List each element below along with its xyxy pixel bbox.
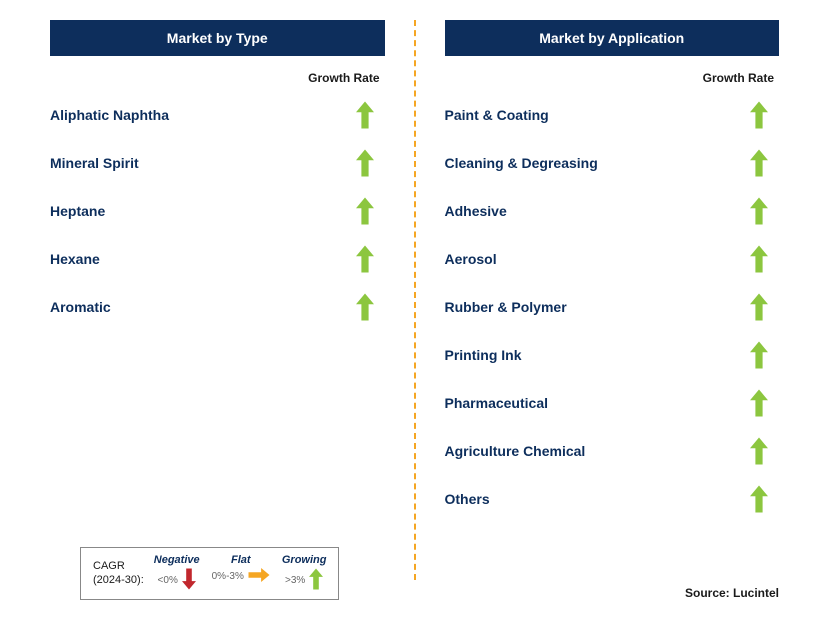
growth-rate-label-left: Growth Rate — [50, 71, 385, 85]
arrow-up-icon — [345, 245, 385, 273]
arrow-up-icon — [739, 197, 779, 225]
legend-item: Growing >3% — [282, 554, 327, 593]
arrow-up-icon — [739, 149, 779, 177]
header-application: Market by Application — [445, 20, 780, 56]
arrow-up-icon — [345, 293, 385, 321]
header-type: Market by Type — [50, 20, 385, 56]
data-row: Paint & Coating — [445, 100, 780, 130]
row-label: Aromatic — [50, 299, 345, 315]
arrow-up-icon — [739, 485, 779, 513]
panel-market-by-application: Market by Application Growth Rate Paint … — [415, 20, 790, 532]
data-row: Aliphatic Naphtha — [50, 100, 385, 130]
legend-item-sub: >3% — [285, 575, 305, 586]
data-row: Cleaning & Degreasing — [445, 148, 780, 178]
legend-item-sub: 0%-3% — [212, 571, 244, 582]
legend-item-sub: <0% — [158, 575, 178, 586]
arrow-up-icon — [739, 341, 779, 369]
row-label: Others — [445, 491, 740, 507]
arrow-up-icon — [309, 568, 323, 593]
data-row: Rubber & Polymer — [445, 292, 780, 322]
arrow-up-icon — [739, 101, 779, 129]
arrow-up-icon — [739, 389, 779, 417]
data-row: Agriculture Chemical — [445, 436, 780, 466]
arrow-up-icon — [345, 197, 385, 225]
row-label: Hexane — [50, 251, 345, 267]
data-row: Aerosol — [445, 244, 780, 274]
data-row: Printing Ink — [445, 340, 780, 370]
legend-item-label: Negative — [154, 554, 200, 566]
row-label: Adhesive — [445, 203, 740, 219]
rows-right: Paint & Coating Cleaning & Degreasing Ad… — [445, 100, 780, 514]
source-attribution: Source: Lucintel — [685, 586, 779, 600]
legend-item: Flat 0%-3% — [212, 554, 270, 593]
data-row: Others — [445, 484, 780, 514]
row-label: Rubber & Polymer — [445, 299, 740, 315]
data-row: Adhesive — [445, 196, 780, 226]
arrow-right-icon — [248, 568, 270, 585]
data-row: Pharmaceutical — [445, 388, 780, 418]
panel-market-by-type: Market by Type Growth Rate Aliphatic Nap… — [40, 20, 415, 532]
legend-title-line1: CAGR — [93, 560, 125, 572]
row-label: Agriculture Chemical — [445, 443, 740, 459]
legend-item-label: Flat — [231, 554, 251, 566]
row-label: Cleaning & Degreasing — [445, 155, 740, 171]
arrow-up-icon — [345, 101, 385, 129]
legend-item: Negative <0% — [154, 554, 200, 593]
legend-item-row: 0%-3% — [212, 568, 270, 585]
growth-rate-label-right: Growth Rate — [445, 71, 780, 85]
rows-left: Aliphatic Naphtha Mineral Spirit Heptane… — [50, 100, 385, 322]
legend-items: Negative <0% Flat 0%-3% Growing >3% — [154, 554, 327, 593]
data-row: Mineral Spirit — [50, 148, 385, 178]
arrow-down-icon — [182, 568, 196, 593]
chart-container: Market by Type Growth Rate Aliphatic Nap… — [40, 20, 789, 532]
row-label: Mineral Spirit — [50, 155, 345, 171]
data-row: Aromatic — [50, 292, 385, 322]
row-label: Printing Ink — [445, 347, 740, 363]
arrow-up-icon — [739, 245, 779, 273]
legend: CAGR (2024-30): Negative <0% Flat 0%-3% Gr… — [80, 547, 339, 600]
vertical-divider — [414, 20, 416, 580]
row-label: Paint & Coating — [445, 107, 740, 123]
legend-item-row: >3% — [285, 568, 323, 593]
arrow-up-icon — [739, 293, 779, 321]
legend-item-label: Growing — [282, 554, 327, 566]
row-label: Pharmaceutical — [445, 395, 740, 411]
row-label: Heptane — [50, 203, 345, 219]
row-label: Aliphatic Naphtha — [50, 107, 345, 123]
legend-title: CAGR (2024-30): — [93, 560, 144, 586]
arrow-up-icon — [345, 149, 385, 177]
data-row: Hexane — [50, 244, 385, 274]
row-label: Aerosol — [445, 251, 740, 267]
arrow-up-icon — [739, 437, 779, 465]
data-row: Heptane — [50, 196, 385, 226]
legend-title-line2: (2024-30): — [93, 574, 144, 586]
legend-item-row: <0% — [158, 568, 196, 593]
